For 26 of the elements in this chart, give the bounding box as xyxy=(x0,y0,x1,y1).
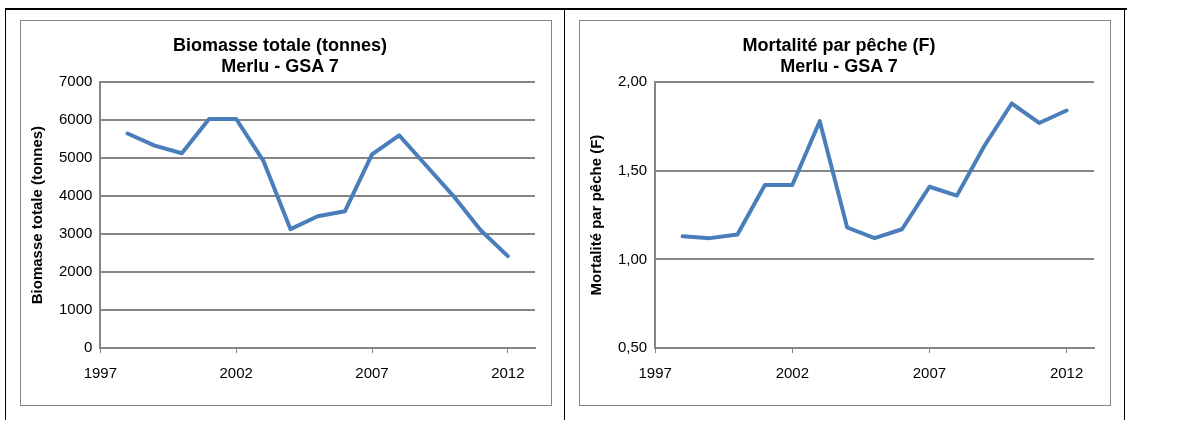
y-tick-label: 5000 xyxy=(58,148,93,166)
y-axis-title: Biomasse totale (tonnes) xyxy=(28,125,46,305)
y-tick-label: 3000 xyxy=(58,224,93,242)
y-tick-label: 7000 xyxy=(58,72,93,90)
y-tick-label: 4000 xyxy=(58,186,93,204)
y-tick-label: 6000 xyxy=(58,110,93,128)
y-tick-label: 0 xyxy=(84,338,93,356)
chart-title: Biomasse totale (tonnes) xyxy=(172,34,388,55)
x-tick-label: 1997 xyxy=(83,364,118,382)
y-tick-label: 0,50 xyxy=(617,338,648,356)
y-tick-label: 1,00 xyxy=(617,249,648,267)
chart-subtitle: Merlu - GSA 7 xyxy=(221,56,339,77)
chart-title: Mortalité par pêche (F) xyxy=(742,34,936,55)
y-tick-label: 1,50 xyxy=(617,160,648,178)
x-tick-label: 2007 xyxy=(912,364,947,382)
x-tick-label: 2012 xyxy=(1049,364,1084,382)
x-tick-label: 2002 xyxy=(775,364,810,382)
y-tick-label: 1000 xyxy=(58,300,93,318)
x-tick-label: 2007 xyxy=(355,364,389,382)
y-axis-title: Mortalité par pêche (F) xyxy=(587,134,605,296)
chart-subtitle: Merlu - GSA 7 xyxy=(780,56,898,77)
x-tick-label: 1997 xyxy=(638,364,672,382)
x-tick-label: 2002 xyxy=(219,364,253,382)
x-tick-label: 2012 xyxy=(491,364,525,382)
y-tick-label: 2,00 xyxy=(617,72,648,90)
y-tick-label: 2000 xyxy=(58,262,93,280)
